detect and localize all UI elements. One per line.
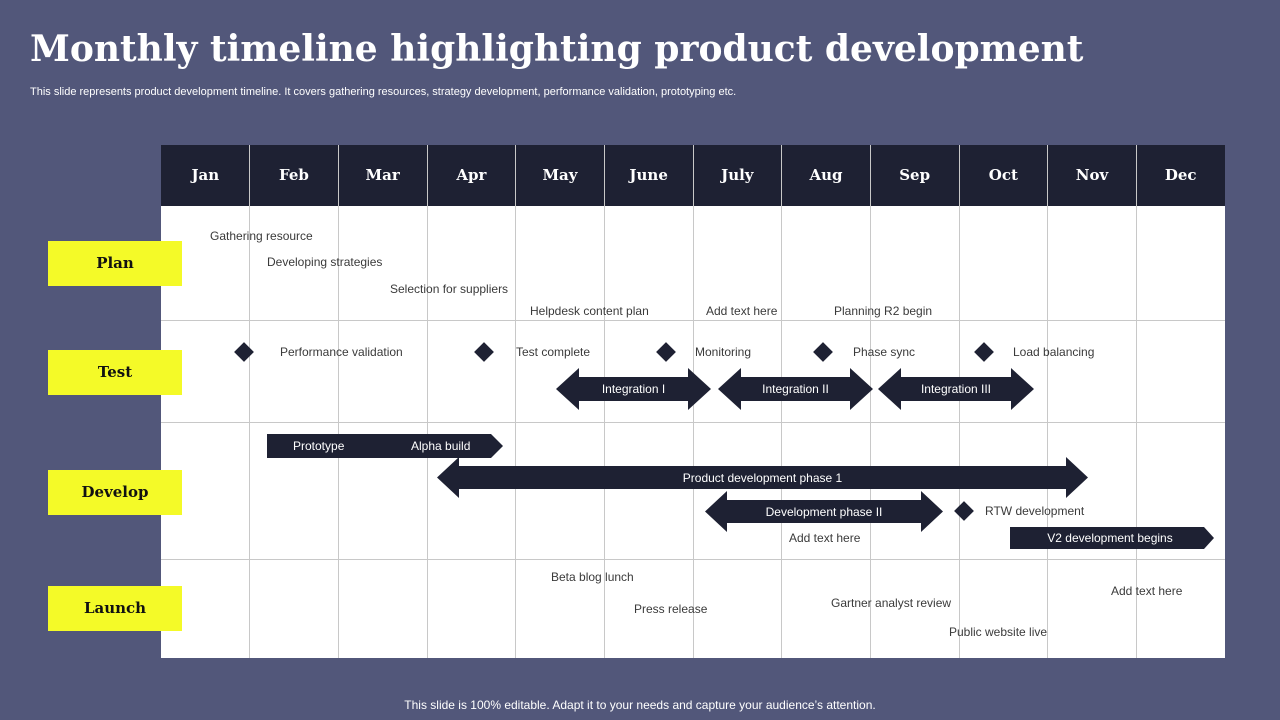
month-dec: Dec [1164,166,1197,184]
row-divider [161,559,1225,560]
plan-developing-strategies: Developing strategies [267,255,383,269]
integration-2-label: Integration II [762,382,829,396]
row-label-develop: Develop [48,470,182,515]
develop-add-text: Add text here [789,531,861,545]
month-may: May [542,166,578,184]
v2-development-bar: V2 development begins [1010,527,1214,549]
development-phase-2-arrow: Development phase II [705,491,943,532]
grid-divider [959,145,960,658]
row-divider [161,422,1225,423]
grid-divider [781,145,782,658]
plan-helpdesk-content: Helpdesk content plan [530,304,649,318]
timeline-grid: Jan Feb Mar Apr May June July Aug Sep Oc… [161,145,1225,658]
integration-2-arrow: Integration II [718,368,873,410]
plan-selection-suppliers: Selection for suppliers [390,282,509,296]
grid-divider [604,145,605,658]
month-oct: Oct [988,166,1018,184]
page-subtitle: This slide represents product developmen… [30,86,737,98]
row-divider [161,320,1225,321]
row-label-test: Test [48,350,182,395]
plan-planning-r2: Planning R2 begin [834,304,933,318]
test-monitoring: Monitoring [695,345,752,359]
develop-rtw: RTW development [985,504,1085,518]
plan-add-text: Add text here [706,304,778,318]
v2-development-label: V2 development begins [1047,531,1173,545]
grid-divider [249,145,250,658]
integration-1-label: Integration I [601,382,666,396]
month-mar: Mar [365,166,400,184]
plan-gathering-resource: Gathering resource [210,229,313,243]
launch-public-website: Public website live [949,625,1048,639]
product-phase-1-arrow: Product development phase 1 [437,457,1088,498]
month-nov: Nov [1075,166,1109,184]
test-complete: Test complete [516,345,591,359]
launch-gartner-review: Gartner analyst review [831,596,952,610]
row-label-launch: Launch [48,586,182,631]
grid-divider [1136,145,1137,658]
development-phase-2-label: Development phase II [765,504,883,519]
launch-add-text: Add text here [1111,584,1183,598]
month-june: June [629,166,668,184]
month-jan: Jan [191,166,220,184]
test-phase-sync: Phase sync [853,345,916,359]
integration-3-label: Integration III [920,382,992,396]
month-feb: Feb [279,166,309,184]
grid-divider [427,145,428,658]
integration-1-arrow: Integration I [556,368,711,410]
integration-3-arrow: Integration III [878,368,1034,410]
prototype-label: Prototype [293,439,345,453]
row-label-plan: Plan [48,241,182,286]
grid-divider [515,145,516,658]
page-title: Monthly timeline highlighting product de… [30,28,1084,70]
launch-beta-blog: Beta blog lunch [551,570,634,584]
grid-divider [338,145,339,658]
grid-divider [870,145,871,658]
month-aug: Aug [809,166,843,184]
product-phase-1-label: Product development phase 1 [682,470,843,485]
launch-press-release: Press release [634,602,708,616]
month-july: July [721,166,754,184]
month-sep: Sep [899,166,931,184]
alpha-build-label: Alpha build [411,439,471,453]
test-load-balancing: Load balancing [1013,345,1095,359]
grid-divider [1047,145,1048,658]
month-apr: Apr [456,166,487,184]
prototype-bar: Prototype Alpha build [267,434,503,458]
footer-note: This slide is 100% editable. Adapt it to… [404,698,876,712]
test-performance-validation: Performance validation [280,345,403,359]
